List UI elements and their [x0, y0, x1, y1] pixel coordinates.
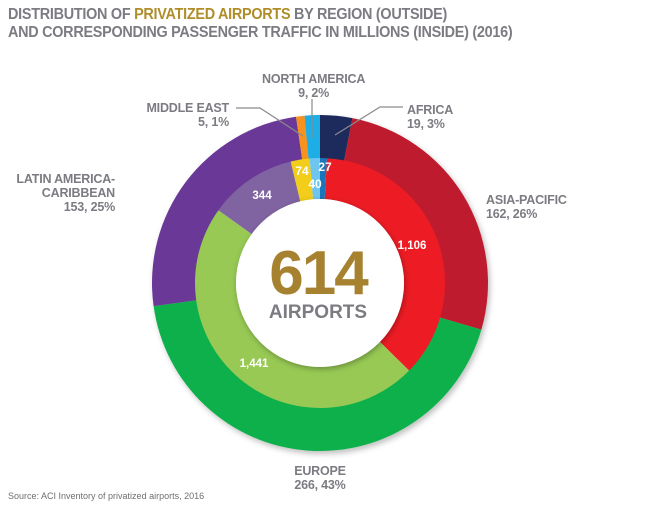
inner-label-north-america: 40 [308, 177, 322, 191]
center-total-value: 614 [269, 239, 369, 308]
outer-slice-africa [320, 115, 353, 162]
leader-lines [236, 99, 403, 138]
outer-slice-middle-east [296, 115, 309, 161]
inner-slice-north-america [309, 158, 320, 200]
inner-label-africa: 27 [318, 160, 332, 174]
chart-title-line1: DISTRIBUTION OF PRIVATIZED AIRPORTS BY R… [8, 6, 448, 23]
label-africa: AFRICA 19, 3% [407, 103, 454, 131]
inner-slice-europe [194, 210, 410, 409]
inner-label-latin-america-caribbean: 344 [252, 190, 272, 202]
outer-slice-latin-america-caribbean [152, 116, 303, 307]
inner-slice-latin-america-caribbean [218, 161, 301, 235]
center-circle [236, 199, 404, 367]
label-europe: EUROPE 266, 43% [294, 464, 346, 492]
leader-line-middle-east [236, 107, 304, 137]
inner-label-middle-east: 74 [295, 164, 309, 178]
inner-label-asia-pacific: 1,106 [398, 240, 427, 252]
outer-ring [152, 115, 488, 451]
label-latin-america: LATIN AMERICA- CARIBBEAN 153, 25% [16, 172, 115, 214]
inner-label-europe: 1,441 [240, 358, 269, 370]
label-north-america: NORTH AMERICA 9, 2% [262, 72, 366, 100]
inner-slice-asia-pacific [324, 158, 446, 371]
chart-title-line2: AND CORRESPONDING PASSENGER TRAFFIC IN M… [8, 24, 513, 41]
outer-slice-asia-pacific [343, 118, 488, 330]
leader-line-africa [334, 106, 403, 136]
outer-slice-europe [153, 300, 482, 451]
inner-ring [194, 158, 446, 409]
inner-slice-africa [320, 158, 327, 200]
center-total-label: AIRPORTS [269, 302, 367, 323]
chart-title: DISTRIBUTION OF PRIVATIZED AIRPORTS BY R… [8, 6, 513, 42]
title-highlight: PRIVATIZED AIRPORTS [134, 6, 291, 23]
inner-slice-middle-east [290, 158, 314, 202]
label-middle-east: MIDDLE EAST 5, 1% [146, 101, 229, 129]
label-asia-pacific: ASIA-PACIFIC 162, 26% [486, 193, 567, 221]
source-note: Source: ACI Inventory of privatized airp… [8, 491, 205, 501]
